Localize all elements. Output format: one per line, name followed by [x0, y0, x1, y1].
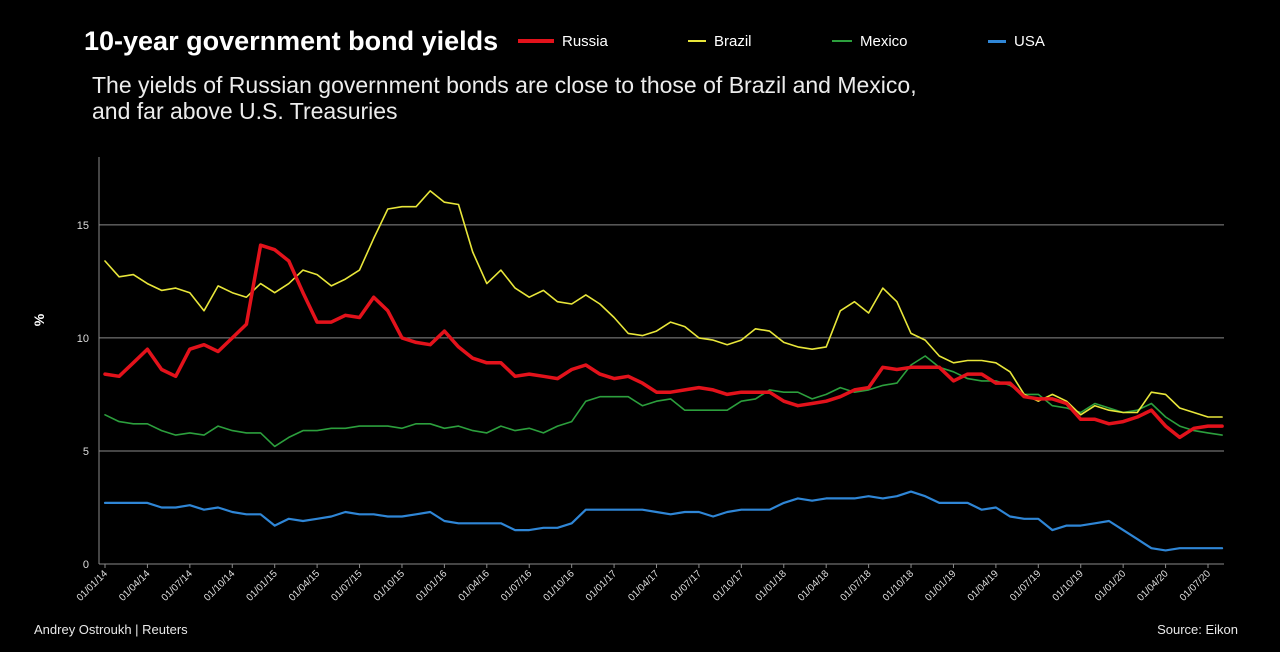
x-tick-label: 01/10/17: [711, 568, 747, 604]
y-tick-label: 10: [77, 333, 89, 345]
x-tick-label: 01/01/17: [584, 568, 620, 604]
subtitle-line-2: and far above U.S. Treasuries: [92, 98, 398, 124]
legend-item-russia: Russia: [518, 31, 608, 51]
x-tick-label: 01/01/14: [75, 568, 111, 604]
x-tick-label: 01/01/16: [414, 568, 450, 604]
y-axis-label: %: [31, 313, 47, 326]
y-tick-label: 5: [83, 446, 89, 458]
legend-label-usa: USA: [1014, 32, 1045, 50]
chart-subtitle: The yields of Russian government bonds a…: [92, 72, 972, 124]
x-tick-label: 01/04/19: [966, 568, 1002, 604]
x-tick-label: 01/04/20: [1135, 568, 1171, 604]
x-tick-label: 01/04/14: [117, 568, 153, 604]
x-tick-label: 01/04/15: [287, 568, 323, 604]
legend-swatch-brazil: [688, 40, 706, 42]
x-tick-label: 01/04/17: [626, 568, 662, 604]
subtitle-line-1: The yields of Russian government bonds a…: [92, 72, 917, 98]
x-tick-label: 01/01/19: [923, 568, 959, 604]
series-line-russia: [103, 243, 1224, 440]
x-tick-label: 01/07/16: [499, 568, 535, 604]
x-tick-label: 01/07/19: [1008, 568, 1044, 604]
y-tick-label: 0: [83, 559, 89, 571]
y-tick-label: 15: [77, 220, 89, 232]
x-tick-label: 01/10/15: [372, 568, 408, 604]
series-line-usa: [103, 490, 1224, 552]
x-tick-label: 01/01/20: [1093, 568, 1129, 604]
legend-swatch-russia: [518, 39, 554, 43]
x-tick-label: 01/10/14: [202, 568, 238, 604]
x-tick-label: 01/07/17: [669, 568, 705, 604]
series-lines: [103, 190, 1224, 552]
x-tick-label: 01/04/18: [796, 568, 832, 604]
x-tick-label: 01/10/16: [541, 568, 577, 604]
legend-swatch-usa: [988, 39, 1006, 43]
x-tick-label: 01/10/18: [881, 568, 917, 604]
credit-text: Andrey Ostroukh | Reuters: [34, 622, 188, 637]
x-tick-label: 01/07/18: [838, 568, 874, 604]
legend-label-russia: Russia: [562, 32, 608, 50]
x-tick-label: 01/10/19: [1051, 568, 1087, 604]
x-tick-label: 01/04/16: [457, 568, 493, 604]
legend-label-brazil: Brazil: [714, 32, 752, 50]
source-text: Source: Eikon: [1157, 622, 1238, 637]
series-line-mexico: [104, 355, 1223, 448]
x-tick-label: 01/07/14: [160, 568, 196, 604]
x-tick-label: 01/07/20: [1178, 568, 1214, 604]
legend-item-brazil: Brazil: [688, 31, 752, 51]
chart-title: 10-year government bond yields: [84, 26, 499, 56]
legend-item-mexico: Mexico: [832, 31, 908, 51]
axes: [98, 157, 1224, 568]
x-tick-label: 01/01/18: [754, 568, 790, 604]
legend-label-mexico: Mexico: [860, 32, 908, 50]
x-tick-label: 01/01/15: [245, 568, 281, 604]
gridlines: [99, 224, 1224, 452]
legend-swatch-mexico: [832, 40, 852, 42]
legend-item-usa: USA: [988, 31, 1045, 51]
x-tick-label: 01/07/15: [329, 568, 365, 604]
